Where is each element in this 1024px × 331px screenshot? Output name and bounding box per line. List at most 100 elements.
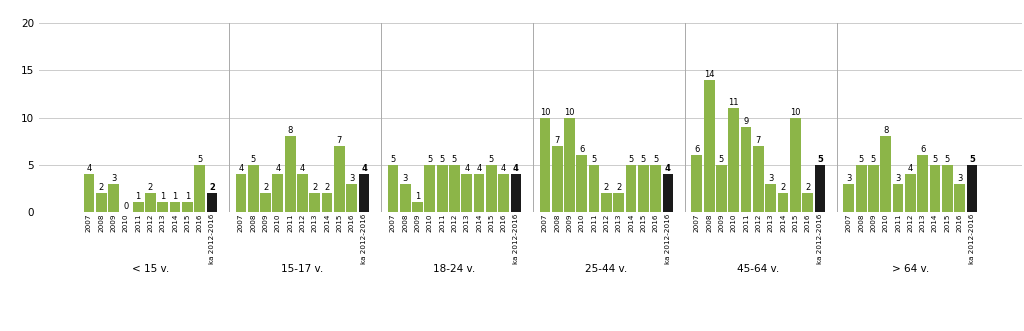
Bar [638, 165, 649, 212]
Bar [691, 155, 702, 212]
Bar [387, 165, 398, 212]
Text: 7: 7 [756, 136, 761, 145]
Text: 45-64 v.: 45-64 v. [737, 264, 779, 274]
Text: 4: 4 [86, 164, 91, 173]
Text: 5: 5 [719, 155, 724, 164]
Text: 4: 4 [361, 164, 367, 173]
Bar [145, 193, 156, 212]
Text: 5: 5 [969, 155, 975, 164]
Bar [486, 165, 497, 212]
Bar [322, 193, 333, 212]
Bar [297, 174, 308, 212]
Text: 9: 9 [743, 117, 749, 126]
Bar [663, 174, 674, 212]
Bar [399, 183, 411, 212]
Bar [626, 165, 636, 212]
Text: 8: 8 [288, 126, 293, 135]
Text: 1: 1 [172, 192, 178, 202]
Bar [893, 183, 903, 212]
Text: 2: 2 [147, 183, 154, 192]
Bar [285, 136, 296, 212]
Text: 3: 3 [111, 173, 117, 183]
Text: 4: 4 [239, 164, 244, 173]
Text: 5: 5 [427, 155, 432, 164]
Bar [272, 174, 284, 212]
Bar [716, 165, 727, 212]
Text: 10: 10 [564, 108, 574, 117]
Text: 2: 2 [780, 183, 785, 192]
Bar [248, 165, 259, 212]
Bar [753, 146, 764, 212]
Text: 4: 4 [464, 164, 469, 173]
Bar [437, 165, 447, 212]
Text: 5: 5 [251, 155, 256, 164]
Bar [425, 165, 435, 212]
Text: 2: 2 [209, 183, 215, 192]
Text: 2: 2 [604, 183, 609, 192]
Bar [905, 174, 915, 212]
Bar [412, 202, 423, 212]
Text: 7: 7 [555, 136, 560, 145]
Bar [499, 174, 509, 212]
Bar [930, 165, 940, 212]
Text: 4: 4 [476, 164, 481, 173]
Text: 5: 5 [197, 155, 203, 164]
Bar [511, 174, 521, 212]
Text: 2: 2 [616, 183, 622, 192]
Bar [844, 183, 854, 212]
Text: 3: 3 [349, 173, 354, 183]
Text: 3: 3 [956, 173, 963, 183]
Text: 25-44 v.: 25-44 v. [586, 264, 628, 274]
Bar [918, 155, 928, 212]
Text: 2: 2 [805, 183, 810, 192]
Bar [182, 202, 193, 212]
Text: < 15 v.: < 15 v. [132, 264, 169, 274]
Bar [881, 136, 891, 212]
Bar [765, 183, 776, 212]
Bar [84, 174, 94, 212]
Bar [133, 202, 143, 212]
Bar [474, 174, 484, 212]
Text: 8: 8 [883, 126, 889, 135]
Bar [589, 165, 599, 212]
Text: 5: 5 [592, 155, 597, 164]
Bar [552, 146, 562, 212]
Text: 0: 0 [123, 202, 128, 211]
Bar [967, 165, 977, 212]
Text: 2: 2 [98, 183, 103, 192]
Bar [802, 193, 813, 212]
Text: 6: 6 [694, 145, 699, 154]
Bar [236, 174, 247, 212]
Bar [814, 165, 825, 212]
Text: 10: 10 [791, 108, 801, 117]
Bar [462, 174, 472, 212]
Text: 5: 5 [641, 155, 646, 164]
Text: 5: 5 [817, 155, 823, 164]
Bar [309, 193, 321, 212]
Bar [868, 165, 879, 212]
Bar [856, 165, 866, 212]
Text: 2: 2 [325, 183, 330, 192]
Text: 1: 1 [160, 192, 166, 202]
Text: 3: 3 [895, 173, 901, 183]
Text: 5: 5 [870, 155, 877, 164]
Bar [260, 193, 271, 212]
Bar [740, 127, 752, 212]
Text: 15-17 v.: 15-17 v. [282, 264, 324, 274]
Text: 4: 4 [300, 164, 305, 173]
Text: 1: 1 [184, 192, 190, 202]
Text: 3: 3 [846, 173, 852, 183]
Bar [195, 165, 205, 212]
Text: 5: 5 [439, 155, 444, 164]
Text: 5: 5 [945, 155, 950, 164]
Bar [577, 155, 587, 212]
Text: 3: 3 [402, 173, 408, 183]
Bar [540, 118, 550, 212]
Text: 4: 4 [501, 164, 506, 173]
Bar [346, 183, 357, 212]
Bar [777, 193, 788, 212]
Bar [334, 146, 345, 212]
Text: 5: 5 [933, 155, 938, 164]
Text: 3: 3 [768, 173, 773, 183]
Text: > 64 v.: > 64 v. [892, 264, 929, 274]
